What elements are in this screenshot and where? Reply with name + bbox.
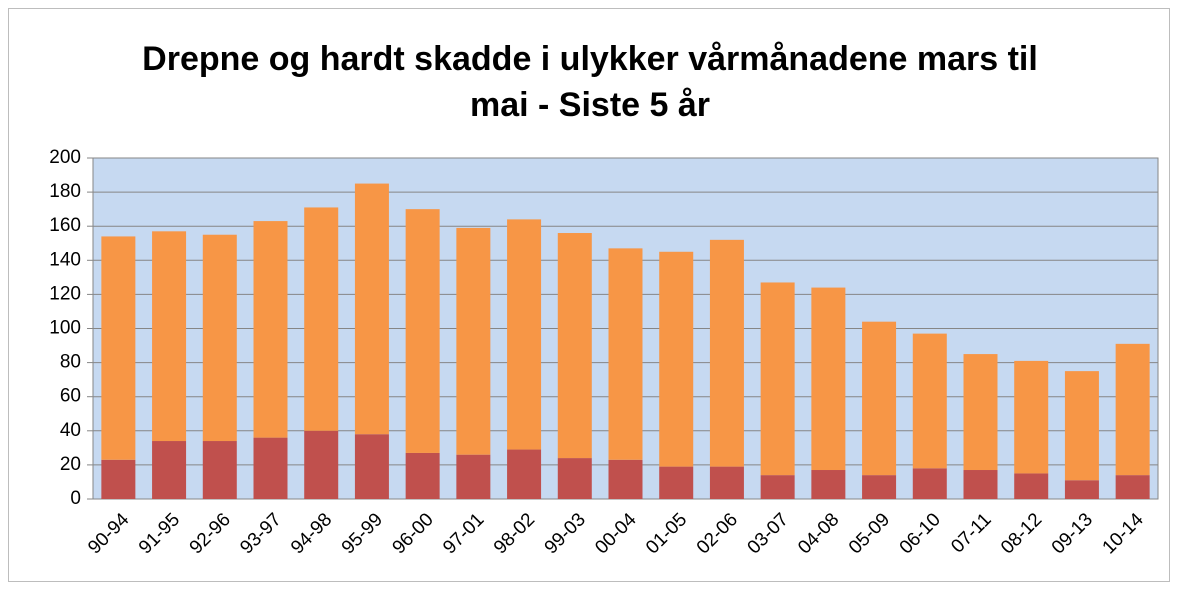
x-tick-label: 09-13 [1048,509,1097,558]
bar-segment [912,333,947,469]
x-tick-label: 01-05 [642,509,691,558]
x-tick-label: 97-01 [439,509,488,558]
bar-segment [912,468,947,499]
bar-segment [709,466,744,499]
bar-segment [659,466,694,499]
y-tick-label: 0 [70,488,81,509]
bar-segment [456,454,491,499]
x-tick-label: 93-97 [236,509,285,558]
bar-segment [1115,475,1150,499]
x-tick-label: 10-14 [1099,509,1149,559]
bar-segment [963,354,998,471]
bar-segment [557,233,592,459]
x-tick-label: 00-04 [591,509,641,559]
x-tick-label: 04-08 [794,509,843,558]
bar-segment [709,239,744,467]
x-tick-label: 99-03 [541,509,590,558]
x-tick-label: 03-07 [744,509,793,558]
bar-segment [456,227,491,455]
bar-segment [1014,360,1049,474]
x-tick-label: 94-98 [287,509,336,558]
chart-frame [8,8,1170,582]
bar-segment [760,475,795,499]
y-tick-label: 180 [49,181,81,202]
bar-segment [405,209,440,453]
bar-segment [202,441,237,499]
bar-segment [304,430,339,499]
bar-segment [608,459,643,499]
y-tick-label: 200 [49,147,81,168]
x-tick-label: 95-99 [338,509,387,558]
chart-title: Drepne og hardt skadde i ulykker vårmåna… [142,40,1038,124]
bar-segment [862,475,897,499]
y-tick-label: 140 [49,249,81,270]
bar-segment [405,452,440,499]
bar-segment [963,470,998,499]
y-tick-label: 20 [60,454,81,475]
bar-segment [101,459,136,499]
bar-segment [1064,480,1099,499]
bar-segment [557,458,592,499]
x-tick-label: 07-11 [947,509,995,557]
x-tick-label: 08-12 [997,509,1046,558]
bar-segment [608,248,643,460]
x-tick-label: 91-95 [135,509,184,558]
bar-segment [253,221,288,438]
bar-segment [354,183,389,435]
bar-segment [1115,343,1150,476]
bar-segment [152,441,187,499]
bar-segment [1064,371,1099,481]
bar-segment [152,231,187,442]
x-tick-label: 98-02 [490,509,539,558]
bar-segment [760,282,795,476]
y-tick-label: 80 [60,352,81,373]
bar-segment [811,470,846,499]
bar-segment [507,449,542,499]
x-tick-label: 06-10 [896,509,945,558]
y-tick-label: 60 [60,386,81,407]
x-tick-label: 92-96 [186,509,235,558]
bar-segment [811,287,846,471]
x-tick-label: 05-09 [845,509,894,558]
bar-segment [253,437,288,499]
y-tick-label: 160 [49,215,81,236]
bar-segment [354,434,389,499]
bar-segment [862,321,897,476]
x-tick-label: 96-00 [389,509,438,558]
bar-segment [507,219,542,450]
y-tick-label: 120 [49,283,81,304]
x-tick-label: 90-94 [84,509,134,559]
bar-segment [1014,473,1049,499]
x-tick-label: 02-06 [693,509,742,558]
bar-segment [659,251,694,467]
y-tick-label: 40 [60,420,81,441]
bar-segment [304,207,339,431]
bar-segment [202,234,237,442]
bar-segment [101,236,136,460]
y-tick-label: 100 [49,318,81,339]
